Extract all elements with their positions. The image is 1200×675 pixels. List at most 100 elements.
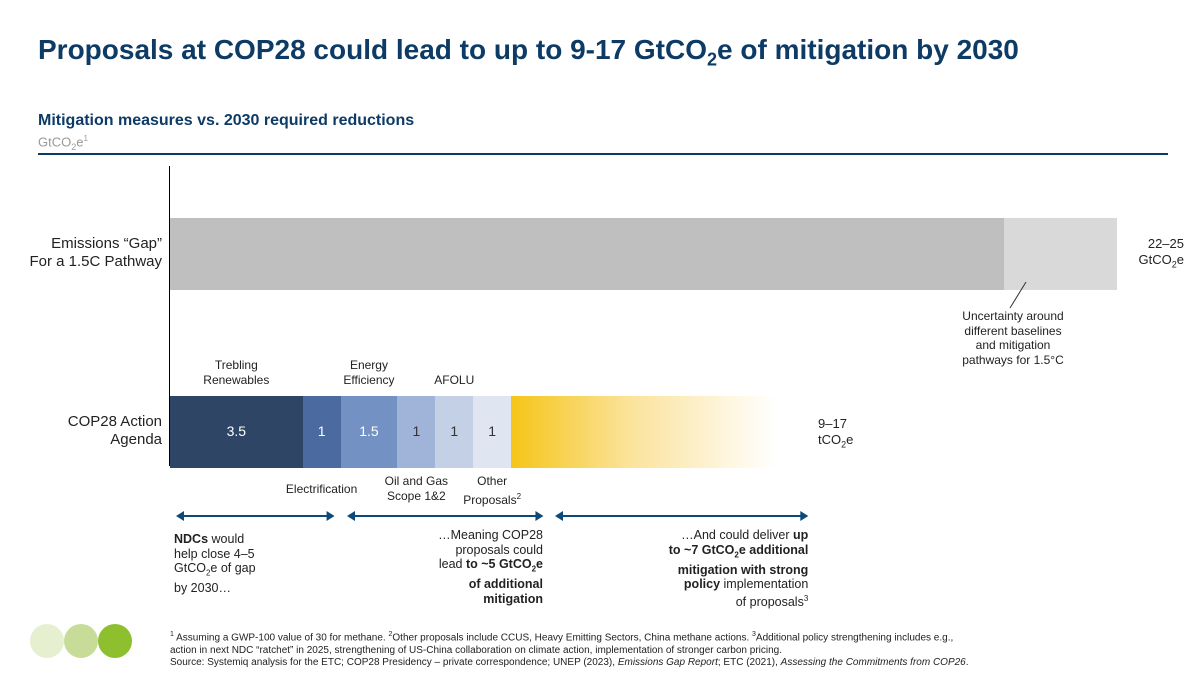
total-range: 22–25 xyxy=(1147,236,1184,251)
annotation-line: and mitigation xyxy=(975,338,1051,352)
range-note-run: 2 xyxy=(531,564,537,574)
row-label: COP28 Action Agenda xyxy=(0,413,162,449)
range-arrow-head xyxy=(346,511,355,521)
range-note-run: …Meaning COP28 xyxy=(438,528,543,542)
segment-label-line: Renewables xyxy=(203,373,270,387)
bar-segment: 1 xyxy=(397,396,436,468)
range-note-run: implementation xyxy=(720,577,809,591)
total-unit: GtCO2e xyxy=(1126,252,1184,273)
range-note-run: help close 4–5 xyxy=(174,546,255,561)
annotation-line: Uncertainty around xyxy=(962,309,1064,323)
page-title: Proposals at COP28 could lead to up to 9… xyxy=(38,34,1019,70)
range-arrow-head xyxy=(176,511,184,521)
row-total-label: 9–17 tCO2e xyxy=(818,416,853,453)
segment-label-line: Energy xyxy=(349,358,388,372)
range-note-run: GtCO xyxy=(174,561,206,575)
range-note-run: mitigation xyxy=(483,591,543,606)
bar-value-label: 1 xyxy=(488,423,497,439)
segment-label: AFOLU xyxy=(399,373,509,388)
row-label-line: Agenda xyxy=(110,431,162,448)
range-note-run: …And could deliver xyxy=(681,528,794,542)
range-note-line: GtCO2e of gap xyxy=(174,561,314,581)
range-arrow-head xyxy=(800,511,809,521)
annotation-line: pathways for 1.5°C xyxy=(962,352,1064,367)
segment-label-line: Trebling xyxy=(214,358,258,372)
annotation-leader-line xyxy=(1009,281,1027,309)
uncertainty-annotation: Uncertainty around different baselines and… xyxy=(948,309,1078,367)
range-note-line: mitigation xyxy=(323,592,543,607)
range-note-run: to ~7 GtCO xyxy=(668,542,735,557)
range-note-run: 2 xyxy=(734,550,739,559)
segment-label-line: Other xyxy=(477,474,508,488)
brand-dot-light xyxy=(30,624,64,658)
brand-dot-dark xyxy=(98,624,132,658)
bar-segment: 1.5 xyxy=(340,396,398,468)
range-note-line: policy implementation xyxy=(588,577,808,592)
footnotes: 1 Assuming a GWP-100 value of 30 for met… xyxy=(170,629,1170,670)
footnote-line-2: action in next NDC “ratchet” in 2025, st… xyxy=(170,644,782,656)
range-note-line: lead to ~5 GtCO2e xyxy=(323,557,543,577)
total-unit-main: tCO xyxy=(818,432,842,447)
range-note-line: …And could deliver up xyxy=(588,528,808,543)
footnote-line-1: 1 Assuming a GWP-100 value of 30 for met… xyxy=(170,631,954,644)
bar-segment: 1 xyxy=(435,396,474,468)
bar-segment: 1 xyxy=(473,396,512,468)
range-arrow-head xyxy=(534,511,543,521)
range-note: …And could deliver up to ~7 GtCO2e additi… xyxy=(588,528,809,609)
range-arrow-head xyxy=(555,511,563,521)
range-note-run: e additional xyxy=(738,542,809,557)
bar-value-label: 1 xyxy=(450,423,459,439)
total-unit-suffix: e xyxy=(1176,252,1184,267)
range-note-run: policy xyxy=(683,577,721,591)
segment-label-line: Scope 1&2 xyxy=(386,489,446,503)
brand-dot-mid xyxy=(64,624,98,658)
row-label-line: COP28 Action xyxy=(67,413,162,430)
range-note-run: to ~5 GtCO xyxy=(465,557,532,571)
bar-value-label: 3.5 xyxy=(226,423,247,439)
row-label: Emissions “Gap” For a 1.5C Pathway xyxy=(0,235,162,271)
annotation-line: different baselines xyxy=(964,323,1062,338)
range-note-line: help close 4–5 xyxy=(174,547,314,562)
range-note-line: NDCs would xyxy=(174,532,314,547)
total-unit: tCO2e xyxy=(818,432,853,453)
footnote-source: Source: Systemiq analysis for the ETC; C… xyxy=(170,657,969,669)
range-note-line: proposals could xyxy=(323,543,543,558)
segment-label-line: Oil and Gas xyxy=(384,474,449,488)
row-label-line: Emissions “Gap” xyxy=(51,235,162,252)
bar-value-label: 1 xyxy=(317,423,326,439)
annotation-leader xyxy=(1009,281,1027,309)
total-range: 9–17 xyxy=(818,416,847,431)
bar-segment: 1 xyxy=(302,396,341,468)
total-unit-suffix: e xyxy=(846,432,854,447)
segment-label-line: Proposals2 xyxy=(463,492,522,507)
y-axis-line xyxy=(169,166,170,466)
segment-label: Trebling Renewables xyxy=(181,358,291,388)
bar-value-label: 1.5 xyxy=(359,423,379,439)
range-note-line: of additional xyxy=(323,577,543,592)
range-arrow-head xyxy=(326,511,335,521)
bar-segment xyxy=(511,396,777,468)
bar-value-label: 1 xyxy=(412,423,421,439)
total-unit-sub: 2 xyxy=(841,439,847,450)
range-note-run: e xyxy=(536,557,543,571)
row-label-line: For a 1.5C Pathway xyxy=(29,253,162,270)
total-unit-main: GtCO xyxy=(1138,252,1172,267)
range-note: …Meaning COP28 proposals could lead to ~5 … xyxy=(323,528,543,606)
bar-segment xyxy=(170,218,1004,290)
segment-label: Electrification xyxy=(267,482,377,497)
range-note-run: e of gap xyxy=(210,561,256,575)
segment-label: Energy Efficiency xyxy=(314,358,424,388)
range-note-run: mitigation with strong xyxy=(677,562,809,577)
segment-label-line: Electrification xyxy=(285,482,358,496)
range-note-run: NDCs xyxy=(174,532,209,546)
range-note-run: by 2030… xyxy=(174,581,231,595)
range-note-run: 3 xyxy=(803,593,809,603)
segment-label: Oil and Gas Scope 1&2 xyxy=(361,474,471,504)
range-note-run: up xyxy=(793,528,809,542)
segment-label-line: AFOLU xyxy=(434,373,475,387)
unit-label: GtCO2e1 xyxy=(38,134,88,152)
bar-segment xyxy=(1003,218,1118,290)
bar-segment: 3.5 xyxy=(170,396,303,468)
segment-label-sup: 2 xyxy=(516,492,522,501)
title-divider xyxy=(38,153,1168,155)
